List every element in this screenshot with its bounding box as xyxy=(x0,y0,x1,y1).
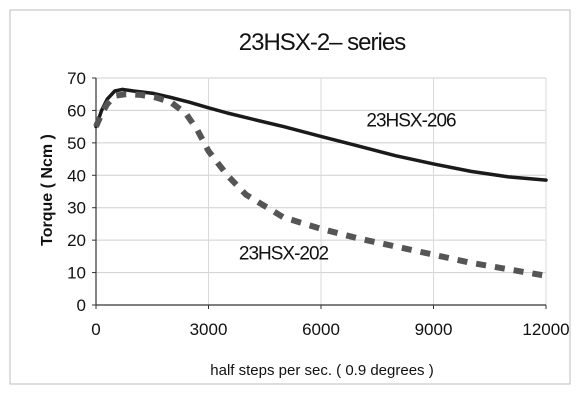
y-tick-label: 30 xyxy=(67,199,86,218)
y-tick-label: 70 xyxy=(67,69,86,88)
y-axis-label: Torque ( Ncm ) xyxy=(39,134,56,246)
x-tick-labels: 0 3000 6000 9000 12000 xyxy=(91,320,569,339)
x-axis-label: half steps per sec. ( 0.9 degrees ) xyxy=(210,362,433,379)
series-annotation: 23HSX-202 xyxy=(239,244,329,265)
series-line-23hsx-206 xyxy=(94,87,548,182)
y-tick-label: 50 xyxy=(67,134,86,153)
chart-title: 23HSX-2– series xyxy=(239,29,406,56)
x-tick-label: 3000 xyxy=(190,320,228,339)
y-tick-label: 20 xyxy=(67,231,86,250)
x-tick-label: 12000 xyxy=(522,320,569,339)
y-tick-label: 40 xyxy=(67,166,86,185)
x-tick-label: 0 xyxy=(91,320,100,339)
series-annotations: 23HSX-206 23HSX-202 xyxy=(239,111,457,265)
axes xyxy=(92,77,547,309)
y-tick-label: 60 xyxy=(67,101,86,120)
x-tick-label: 6000 xyxy=(302,320,340,339)
series-lines xyxy=(93,87,548,279)
y-tick-label: 10 xyxy=(67,264,86,283)
y-tick-label: 0 xyxy=(77,296,86,315)
series-annotation: 23HSX-206 xyxy=(366,111,456,132)
gridlines xyxy=(96,77,547,305)
y-tick-labels: 0 10 20 30 40 50 60 70 xyxy=(67,69,86,315)
series-line-23hsx-202 xyxy=(93,91,547,279)
x-tick-label: 9000 xyxy=(415,320,453,339)
